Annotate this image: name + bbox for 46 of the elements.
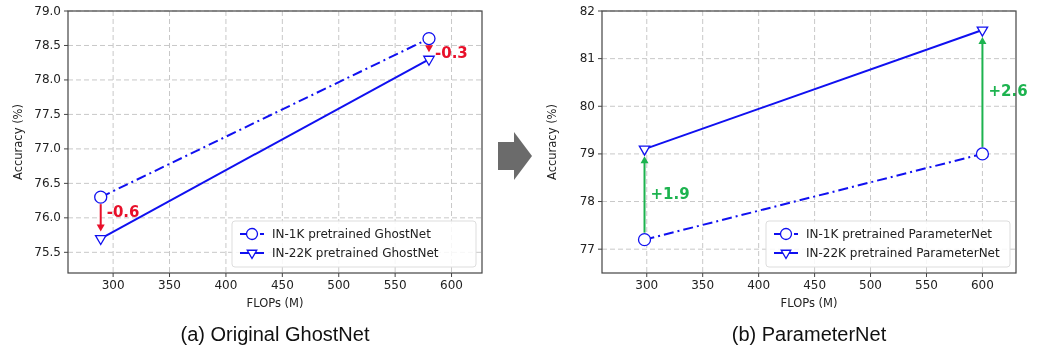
x-tick-label: 600 (440, 278, 463, 292)
x-tick-label: 550 (915, 278, 938, 292)
y-tick-label: 77.0 (34, 141, 61, 156)
y-tick-label: 78 (579, 194, 595, 209)
x-axis-title: FLOPs (M) (780, 296, 838, 310)
x-tick-label: 450 (270, 278, 294, 292)
x-tick-label: 300 (635, 278, 659, 292)
x-tick-label: 600 (970, 278, 994, 292)
y-tick-label: 78.5 (34, 37, 61, 52)
x-tick-label: 500 (859, 278, 882, 292)
y-tick-label: 81 (579, 51, 595, 66)
x-tick-label: 550 (383, 278, 407, 292)
y-tick-label: 79.0 (34, 3, 61, 18)
x-tick-label: 400 (747, 278, 771, 292)
legend-label: IN-1K pretrained GhostNet (272, 226, 432, 241)
y-tick-label: 77 (579, 241, 595, 256)
x-tick-label: 400 (214, 278, 238, 292)
point (975, 147, 990, 161)
annotation: -0.3 (434, 44, 468, 63)
x-tick-label: 300 (101, 278, 125, 292)
y-tick-label: 80 (579, 98, 595, 113)
text: (b) ParameterNet (731, 323, 887, 345)
x-tick-label: 450 (803, 278, 827, 292)
y-axis-title: Accuracy (%) (545, 103, 559, 181)
x-tick-label: 500 (327, 278, 351, 292)
annotation: +2.6 (988, 82, 1028, 101)
annotation: -0.6 (106, 202, 140, 221)
y-tick-label: 78.0 (34, 72, 61, 87)
x-axis-title: FLOPs (M) (246, 296, 304, 310)
x-tick-label: 350 (158, 278, 181, 292)
legend-label: IN-1K pretrained ParameterNet (806, 226, 993, 241)
y-tick-label: 75.5 (34, 244, 61, 259)
y-axis-title: Accuracy (%) (11, 103, 25, 181)
text: (a) Original GhostNet (180, 323, 370, 345)
point (422, 31, 436, 46)
legend-label: IN-22K pretrained GhostNet (272, 245, 439, 260)
y-tick-label: 77.5 (34, 106, 61, 121)
y-tick-label: 76.0 (34, 210, 61, 225)
annotation: +1.9 (650, 184, 690, 203)
legend-label: IN-22K pretrained ParameterNet (806, 245, 1001, 260)
y-tick-label: 79 (579, 146, 595, 161)
y-tick-label: 82 (579, 3, 595, 18)
point (94, 190, 108, 204)
y-tick-label: 76.5 (34, 175, 61, 190)
x-tick-label: 350 (691, 278, 715, 292)
point (637, 233, 652, 247)
